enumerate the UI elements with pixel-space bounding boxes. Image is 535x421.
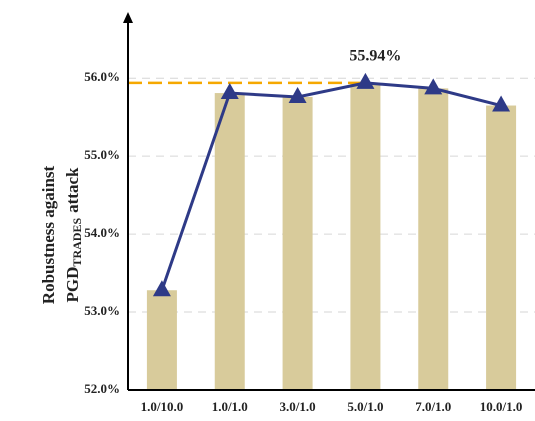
bar: [350, 82, 381, 391]
line-marker: [424, 78, 443, 95]
line: [160, 81, 502, 291]
x-tick-label: 1.0/10.0: [141, 399, 184, 414]
x-tick-label: 10.0/1.0: [480, 399, 523, 414]
y-label-subscript: TRADES: [70, 218, 84, 267]
line-marker: [288, 86, 307, 103]
y-tick-label: 56.0%: [84, 69, 120, 84]
x-tick-label: 3.0/1.0: [280, 399, 316, 414]
y-axis-arrow: [123, 12, 133, 23]
line-marker: [220, 83, 239, 100]
y-tick-label: 54.0%: [84, 225, 120, 240]
bar: [486, 105, 517, 391]
annotation-text: 55.94%: [349, 48, 401, 65]
line-marker: [492, 95, 511, 112]
y-tick-label: 52.0%: [84, 381, 120, 396]
y-tick-label: 53.0%: [84, 303, 120, 318]
y-label-line1: Robustness against: [39, 165, 58, 304]
x-tick-label: 5.0/1.0: [347, 399, 383, 414]
y-label-line2: PGDTRADES attack: [63, 167, 84, 302]
y-tick-label: 55.0%: [84, 147, 120, 162]
bar: [282, 96, 313, 390]
bar: [418, 88, 449, 390]
y-axis-label: Robustness against PGDTRADES attack: [39, 165, 84, 304]
bar: [146, 290, 177, 390]
y-label-pgd: PGD: [63, 267, 82, 303]
line-marker: [356, 72, 375, 89]
y-label-end: attack: [63, 167, 82, 213]
x-tick-label: 1.0/1.0: [212, 399, 248, 414]
x-tick-label: 7.0/1.0: [415, 399, 451, 414]
line-marker: [152, 280, 171, 297]
bar: [214, 93, 245, 391]
